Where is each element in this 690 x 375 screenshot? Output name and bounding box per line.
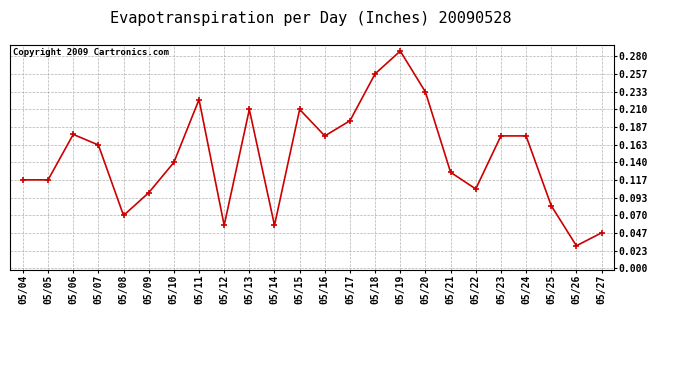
Text: Copyright 2009 Cartronics.com: Copyright 2009 Cartronics.com xyxy=(13,48,169,57)
Text: Evapotranspiration per Day (Inches) 20090528: Evapotranspiration per Day (Inches) 2009… xyxy=(110,11,511,26)
